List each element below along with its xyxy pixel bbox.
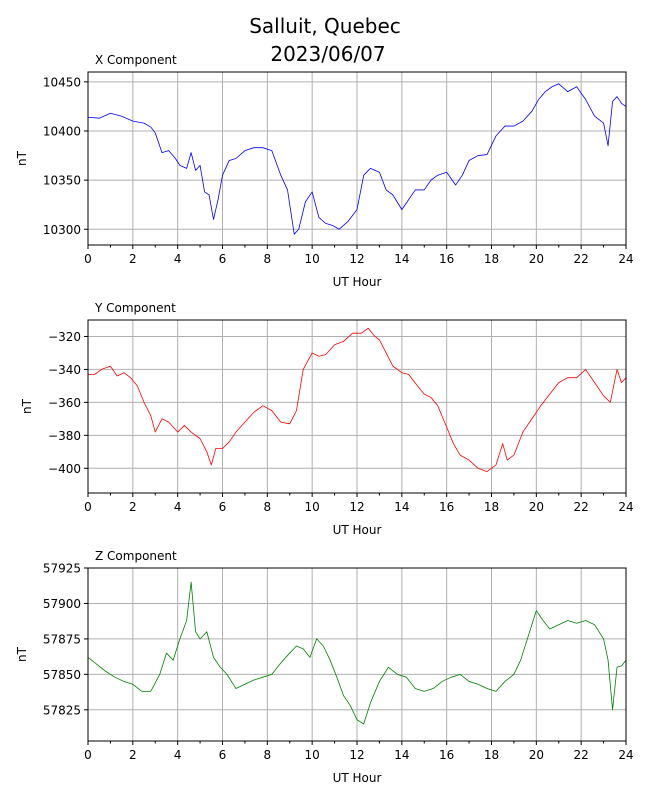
x-xtick-label-9: 18	[484, 252, 499, 266]
y-xtick-label-1: 2	[129, 500, 137, 514]
z-xtick-label-5: 10	[305, 748, 320, 762]
y-ytick-label-4: −400	[48, 462, 81, 476]
z-xtick-label-4: 8	[264, 748, 272, 762]
z-xtick-label-12: 24	[618, 748, 633, 762]
y-xtick-label-7: 14	[394, 500, 409, 514]
z-xtick-label-0: 0	[84, 748, 92, 762]
y-component-panel: 0 2 4 6 8 10 12 14 16 18 20 22 24−320−340−360−380−40…	[20, 301, 634, 537]
x-component-title: X Component	[95, 53, 177, 67]
y-xtick-label-6: 12	[349, 500, 364, 514]
y-xtick-label-5: 10	[305, 500, 320, 514]
z-yaxis-label: nT	[15, 646, 29, 662]
chart-title-line-1: Salluit, Quebec	[249, 14, 401, 38]
y-series-line	[88, 327, 627, 472]
z-xtick-label-11: 22	[574, 748, 589, 762]
z-xtick-label-8: 16	[439, 748, 454, 762]
x-xtick-label-4: 8	[264, 252, 272, 266]
y-xtick-label-4: 8	[264, 500, 272, 514]
x-xtick-label-2: 4	[174, 252, 182, 266]
z-component-title: Z Component	[95, 549, 177, 563]
z-ytick-label-1: 57850	[43, 668, 81, 682]
z-xtick-label-10: 20	[529, 748, 544, 762]
z-series-line	[87, 581, 627, 725]
x-yaxis-label: nT	[15, 150, 29, 166]
x-ytick-label-0: 10300	[43, 223, 81, 237]
x-xtick-label-0: 0	[84, 252, 92, 266]
y-ytick-label-3: −380	[48, 429, 81, 443]
x-xtick-label-12: 24	[618, 252, 633, 266]
x-xtick-label-10: 20	[529, 252, 544, 266]
y-xtick-label-2: 4	[174, 500, 182, 514]
z-ytick-label-2: 57875	[43, 632, 81, 646]
z-xtick-label-3: 6	[219, 748, 227, 762]
x-ytick-label-3: 10450	[43, 75, 81, 89]
x-ytick-label-2: 10400	[43, 124, 81, 138]
y-xtick-label-3: 6	[219, 500, 227, 514]
y-xtick-label-12: 24	[618, 500, 633, 514]
y-xtick-label-11: 22	[574, 500, 589, 514]
x-component-panel: 0 2 4 6 8 10 12 14 16 18 20 22 241030010350104001045…	[15, 53, 634, 289]
z-ytick-label-0: 57825	[43, 703, 81, 717]
z-component-panel: 0 2 4 6 8 10 12 14 16 18 20 22 245782557850578755790…	[15, 549, 634, 785]
x-xtick-label-7: 14	[394, 252, 409, 266]
x-xtick-label-1: 2	[129, 252, 137, 266]
z-xtick-label-9: 18	[484, 748, 499, 762]
z-xtick-label-7: 14	[394, 748, 409, 762]
x-ytick-label-1: 10350	[43, 174, 81, 188]
x-series-line	[87, 83, 627, 235]
y-xtick-label-9: 18	[484, 500, 499, 514]
x-xtick-label-3: 6	[219, 252, 227, 266]
y-ytick-label-0: −320	[48, 330, 81, 344]
x-xaxis-label: UT Hour	[333, 275, 382, 289]
y-xaxis-label: UT Hour	[333, 523, 382, 537]
z-ytick-label-4: 57925	[43, 562, 81, 576]
y-ytick-label-1: −340	[48, 363, 81, 377]
x-xtick-label-8: 16	[439, 252, 454, 266]
y-xtick-label-10: 20	[529, 500, 544, 514]
z-xaxis-label: UT Hour	[333, 771, 382, 785]
y-xtick-label-8: 16	[439, 500, 454, 514]
panels-group: 0 2 4 6 8 10 12 14 16 18 20 22 241030010350104001045…	[15, 53, 634, 785]
z-xtick-label-6: 12	[349, 748, 364, 762]
y-yaxis-label: nT	[20, 398, 34, 414]
x-xtick-label-6: 12	[349, 252, 364, 266]
x-xtick-label-5: 10	[305, 252, 320, 266]
chart-title-line-2: 2023/06/07	[270, 42, 385, 66]
z-xtick-label-1: 2	[129, 748, 137, 762]
y-component-title: Y Component	[94, 301, 176, 315]
y-ytick-label-2: −360	[48, 396, 81, 410]
z-xtick-label-2: 4	[174, 748, 182, 762]
x-xtick-label-11: 22	[574, 252, 589, 266]
y-xtick-label-0: 0	[84, 500, 92, 514]
z-ytick-label-3: 57900	[43, 597, 81, 611]
